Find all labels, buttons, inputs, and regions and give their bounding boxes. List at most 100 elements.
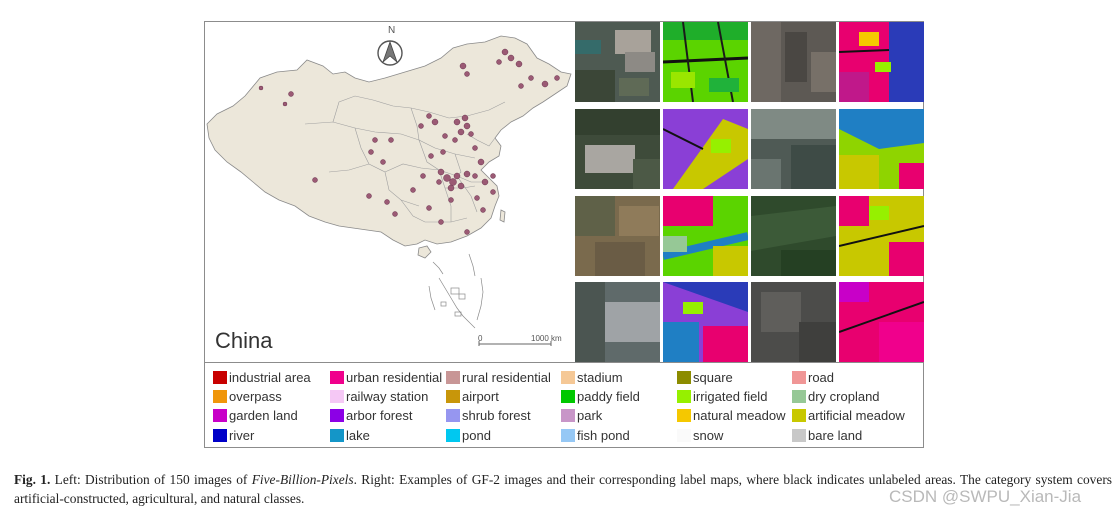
legend-swatch xyxy=(792,408,806,422)
legend-item: urban residential xyxy=(330,368,442,386)
legend-swatch xyxy=(677,389,691,403)
legend-swatch xyxy=(677,370,691,384)
legend-swatch xyxy=(792,389,806,403)
figure-number: Fig. 1. xyxy=(14,472,51,487)
legend-swatch xyxy=(330,370,344,384)
gf2-image-tile xyxy=(575,196,660,276)
gf2-image-tile xyxy=(575,109,660,189)
legend-label: garden land xyxy=(229,407,298,423)
legend-swatch xyxy=(677,428,691,442)
legend-label: road xyxy=(808,369,835,385)
legend-label: shrub forest xyxy=(462,407,531,423)
image-location-markers xyxy=(258,48,560,235)
scale-bar xyxy=(478,341,552,346)
legend-swatch xyxy=(446,370,460,384)
legend-swatch xyxy=(792,370,806,384)
label-map-tile xyxy=(839,196,924,276)
legend-swatch xyxy=(561,428,575,442)
legend-label: bare land xyxy=(808,427,863,443)
legend-swatch xyxy=(792,428,806,442)
figure-caption: Fig. 1. Left: Distribution of 150 images… xyxy=(14,470,1112,508)
legend-swatch xyxy=(330,428,344,442)
gf2-image-tile xyxy=(751,109,836,189)
legend-swatch xyxy=(330,389,344,403)
watermark: CSDN @SWPU_Xian-Jia xyxy=(889,487,1082,506)
gf2-image-tile xyxy=(575,22,660,102)
legend-item: river xyxy=(213,426,254,444)
taiwan-island xyxy=(499,209,506,223)
legend-item: stadium xyxy=(561,368,623,386)
label-map-tile xyxy=(839,109,924,189)
legend-swatch xyxy=(213,389,227,403)
legend-label: industrial area xyxy=(229,369,311,385)
label-map-tile xyxy=(663,196,748,276)
class-legend: industrial area urban residential rural re… xyxy=(205,362,923,448)
legend-label: square xyxy=(693,369,733,385)
legend-item: road xyxy=(792,368,834,386)
legend-label: lake xyxy=(346,427,370,443)
china-map-panel: N China 0 1000 km xyxy=(205,22,573,360)
legend-label: natural meadow xyxy=(693,407,786,423)
legend-item: artificial meadow xyxy=(792,406,905,424)
legend-item: overpass xyxy=(213,387,282,405)
legend-item: arbor forest xyxy=(330,406,412,424)
legend-label: irrigated field xyxy=(693,388,768,404)
legend-swatch xyxy=(446,428,460,442)
label-map-tile xyxy=(839,22,924,102)
example-image-grid xyxy=(575,22,924,362)
legend-item: park xyxy=(561,406,602,424)
legend-item: shrub forest xyxy=(446,406,531,424)
legend-swatch xyxy=(677,408,691,422)
caption-text-part2: . Right: Examples of GF-2 images and the… xyxy=(14,472,1112,506)
legend-label: urban residential xyxy=(346,369,443,385)
legend-label: pond xyxy=(462,427,491,443)
gf2-image-tile xyxy=(751,22,836,102)
caption-text-part1: Left: Distribution of 150 images of xyxy=(50,472,252,487)
legend-swatch xyxy=(446,408,460,422)
legend-swatch xyxy=(213,408,227,422)
legend-label: river xyxy=(229,427,255,443)
legend-label: paddy field xyxy=(577,388,640,404)
legend-swatch xyxy=(213,428,227,442)
legend-item: garden land xyxy=(213,406,298,424)
scale-start-label: 0 xyxy=(478,334,483,343)
legend-item: lake xyxy=(330,426,370,444)
legend-swatch xyxy=(446,389,460,403)
legend-label: dry cropland xyxy=(808,388,880,404)
legend-item: natural meadow xyxy=(677,406,786,424)
legend-swatch xyxy=(330,408,344,422)
legend-swatch xyxy=(213,370,227,384)
gf2-image-tile xyxy=(751,196,836,276)
legend-label: arbor forest xyxy=(346,407,413,423)
legend-label: stadium xyxy=(577,369,623,385)
dataset-name: Five-Billion-Pixels xyxy=(251,472,354,487)
legend-item: dry cropland xyxy=(792,387,880,405)
map-region-label: China xyxy=(215,328,273,353)
legend-swatch xyxy=(561,389,575,403)
legend-item: industrial area xyxy=(213,368,311,386)
legend-item: square xyxy=(677,368,733,386)
legend-label: park xyxy=(577,407,603,423)
north-label: N xyxy=(388,25,396,36)
legend-item: fish pond xyxy=(561,426,630,444)
gf2-image-tile xyxy=(751,282,836,362)
legend-item: rural residential xyxy=(446,368,551,386)
label-map-tile xyxy=(663,282,748,362)
legend-item: bare land xyxy=(792,426,862,444)
legend-item: airport xyxy=(446,387,499,405)
south-china-sea-islands xyxy=(428,253,484,329)
legend-item: railway station xyxy=(330,387,428,405)
legend-swatch xyxy=(561,370,575,384)
legend-swatch xyxy=(561,408,575,422)
legend-item: pond xyxy=(446,426,491,444)
scale-end-label: 1000 km xyxy=(531,334,562,343)
china-map xyxy=(206,35,572,346)
legend-item: snow xyxy=(677,426,723,444)
label-map-tile xyxy=(663,109,748,189)
legend-label: airport xyxy=(462,388,499,404)
legend-item: paddy field xyxy=(561,387,640,405)
hainan-island xyxy=(417,245,432,259)
legend-label: fish pond xyxy=(577,427,630,443)
gf2-image-tile xyxy=(575,282,660,362)
legend-item: irrigated field xyxy=(677,387,767,405)
